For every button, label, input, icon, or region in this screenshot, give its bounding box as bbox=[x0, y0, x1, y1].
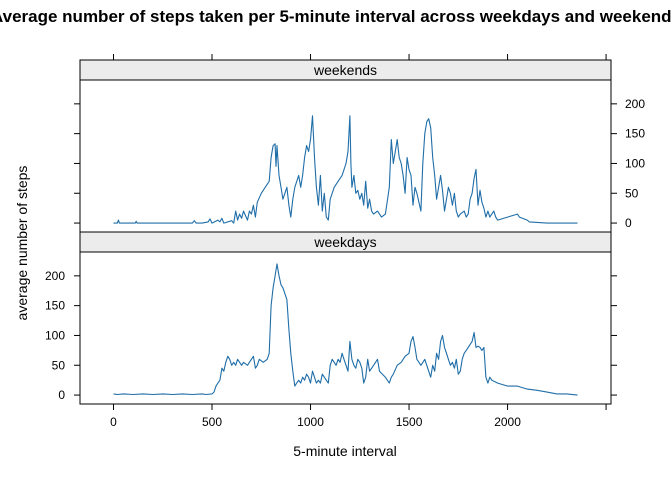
strip-label-weekdays: weekdays bbox=[313, 234, 376, 250]
y-axis-label: average number of steps bbox=[14, 166, 30, 321]
x-tick-label-500: 500 bbox=[202, 415, 222, 429]
chart-title: Average number of steps taken per 5-minu… bbox=[0, 7, 672, 26]
y-tick-label-weekends-50: 50 bbox=[625, 186, 639, 200]
panel-frame-weekdays bbox=[79, 251, 612, 405]
y-tick-label-weekdays-150: 150 bbox=[45, 299, 65, 313]
y-tick-label-weekdays-0: 0 bbox=[58, 388, 65, 402]
series-line-weekends bbox=[113, 115, 578, 224]
y-tick-label-weekends-200: 200 bbox=[625, 97, 645, 111]
x-tick-label-1500: 1500 bbox=[396, 415, 423, 429]
y-tick-label-weekdays-200: 200 bbox=[45, 269, 65, 283]
x-tick-label-0: 0 bbox=[110, 415, 117, 429]
x-tick-label-1000: 1000 bbox=[297, 415, 324, 429]
y-tick-label-weekends-100: 100 bbox=[625, 156, 645, 170]
x-axis-label: 5-minute interval bbox=[293, 443, 397, 459]
y-tick-label-weekends-0: 0 bbox=[625, 216, 632, 230]
y-tick-label-weekends-150: 150 bbox=[625, 127, 645, 141]
x-tick-label-2000: 2000 bbox=[494, 415, 521, 429]
y-tick-label-weekdays-100: 100 bbox=[45, 328, 65, 342]
y-tick-label-weekdays-50: 50 bbox=[52, 358, 66, 372]
panel-frame-weekends bbox=[79, 79, 612, 233]
panels-group: weekends 0 50 100 150 200 weekdays 0 50 100 150 200… bbox=[45, 54, 645, 429]
strip-label-weekends: weekends bbox=[313, 62, 377, 78]
series-line-weekdays bbox=[113, 263, 578, 396]
